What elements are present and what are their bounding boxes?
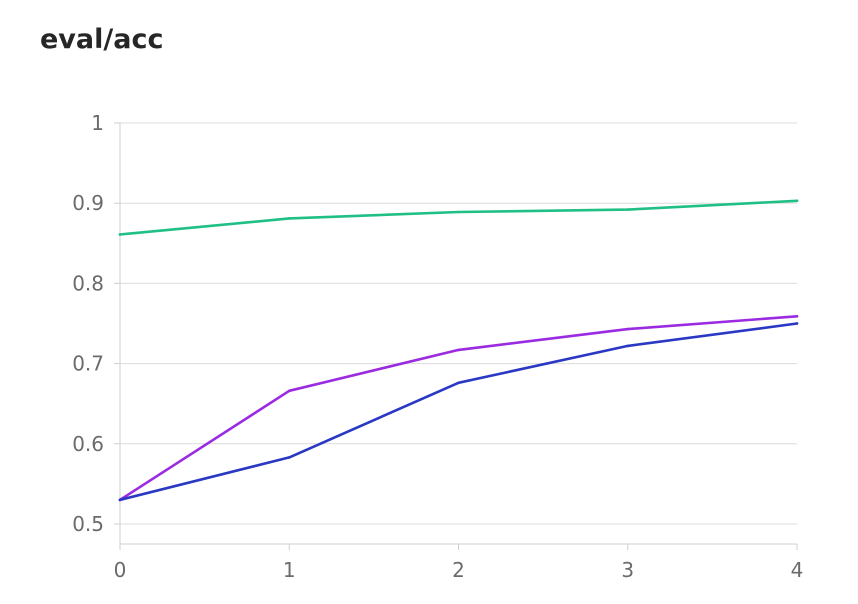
y-tick-label: 0.7 — [72, 352, 104, 376]
series-0-point — [287, 217, 291, 220]
series-1-point — [457, 348, 460, 352]
series-2-point — [795, 322, 799, 325]
series-1-point — [626, 327, 630, 331]
y-tick-label: 0.5 — [72, 512, 104, 536]
x-tick-label: 3 — [621, 558, 634, 582]
series-line-1 — [118, 314, 799, 502]
series-2-point — [287, 456, 291, 459]
series-1-point — [795, 314, 799, 318]
series-0-point — [795, 199, 799, 203]
x-tick-label: 4 — [791, 558, 804, 582]
series-2-point — [457, 381, 460, 385]
series-lines — [118, 199, 799, 502]
series-2-point — [118, 498, 122, 502]
grid-lines — [120, 122, 797, 525]
series-line-0 — [118, 199, 799, 236]
y-tick-label: 0.6 — [72, 432, 104, 456]
series-1-point — [287, 389, 291, 393]
chart-title: eval/acc — [40, 24, 164, 55]
x-tick-label: 0 — [114, 558, 127, 582]
x-tick-label: 1 — [283, 558, 296, 582]
series-2-point — [626, 344, 630, 348]
y-tick-label: 0.9 — [72, 191, 104, 215]
y-tick-label: 1 — [91, 111, 104, 135]
series-0-point — [626, 208, 630, 211]
y-tick-label: 0.8 — [72, 271, 104, 295]
series-0-point — [457, 210, 460, 214]
axes — [114, 122, 798, 550]
x-tick-label: 2 — [452, 558, 465, 582]
series-0-point — [118, 233, 122, 236]
tick-labels: 1 0.9 0.8 0.7 0.6 0.5 0 1 2 3 4 — [72, 111, 803, 582]
